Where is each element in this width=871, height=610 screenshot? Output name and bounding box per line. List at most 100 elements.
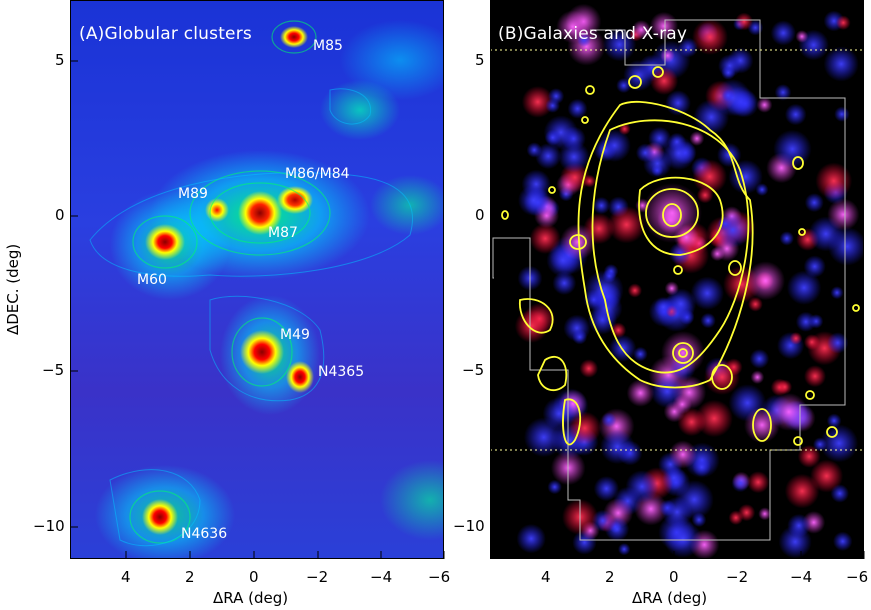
y-tick-b-m10: −10 [453, 517, 485, 535]
source-blob [667, 132, 687, 152]
source-blob [728, 510, 744, 525]
source-blob [602, 27, 637, 62]
source-blob [625, 470, 659, 504]
source-blob [770, 20, 796, 46]
source-blob [660, 48, 675, 63]
source-blob [810, 459, 844, 493]
y-tick-a-m5: −5 [42, 361, 65, 379]
source-blob [784, 103, 807, 126]
panel-a-title: (A)Globular clusters [79, 24, 252, 44]
source-blob [784, 473, 820, 509]
source-blob [556, 10, 590, 44]
source-blob [747, 471, 770, 494]
source-blob [803, 255, 826, 278]
source-blob [787, 513, 811, 538]
source-blob [650, 66, 679, 95]
x-tick-a-m6: −6 [428, 568, 451, 586]
source-blob [746, 261, 785, 301]
y-tick-a-m10: −10 [33, 517, 65, 535]
density-contours [89, 20, 413, 547]
source-blob [631, 20, 651, 40]
bright-galaxy-blob [692, 19, 728, 55]
source-blob [661, 496, 693, 528]
source-blob [756, 97, 773, 113]
bright-galaxy-blob [642, 183, 702, 243]
source-blob [749, 349, 770, 369]
source-blob [584, 270, 624, 310]
bright-galaxy-blob [704, 359, 740, 395]
source-blob [774, 84, 792, 101]
source-blob [728, 159, 763, 194]
y-tick-b-m5: −5 [462, 361, 485, 379]
source-blob [593, 139, 617, 162]
source-blob [544, 129, 561, 146]
source-blob [748, 296, 763, 312]
x-tick-a-0: 0 [249, 568, 259, 586]
source-blob [521, 86, 554, 118]
source-blob [834, 106, 850, 122]
label-m85: M85 [313, 38, 343, 54]
x-tick-b-m4: −4 [790, 568, 813, 586]
bright-galaxy-blob [744, 407, 780, 443]
source-blob [797, 445, 821, 468]
source-blob [668, 440, 697, 469]
x-axis-title-b: ΔRA (deg) [632, 589, 708, 607]
y-tick-b-5: 5 [475, 51, 485, 69]
source-blob [643, 149, 672, 178]
source-blob [826, 413, 842, 429]
source-blob [735, 12, 753, 31]
source-blob [804, 193, 824, 213]
label-m89: M89 [178, 186, 208, 202]
x-axis-title-a: ΔRA (deg) [213, 589, 289, 607]
xray-contours [501, 66, 860, 446]
panel-b-title: (B)Galaxies and X-ray [498, 24, 688, 44]
source-blob [827, 332, 849, 354]
source-blob [552, 271, 577, 295]
galaxies-xray-map: (B)Galaxies and X-ray [490, 0, 864, 559]
source-blob [535, 143, 562, 170]
x-tick-b-2: 2 [605, 568, 615, 586]
source-blob [514, 309, 549, 343]
source-blob [601, 412, 617, 428]
source-blob [618, 543, 631, 556]
source-blob [664, 520, 702, 558]
source-blob [607, 206, 646, 244]
source-blob [542, 397, 576, 430]
source-blob [715, 212, 751, 248]
label-m87: M87 [268, 225, 298, 241]
source-blob [786, 270, 822, 305]
x-tick-b-m6: −6 [846, 568, 869, 586]
source-blob [750, 370, 765, 385]
x-tick-a-2: 2 [185, 568, 195, 586]
source-blob [572, 329, 588, 345]
galaxy-xray-overlay [490, 3, 864, 559]
source-blob [633, 346, 648, 362]
source-blob [779, 231, 794, 246]
source-blob [693, 99, 730, 135]
source-blob [593, 476, 619, 502]
source-blob [820, 424, 859, 463]
source-blob [828, 227, 864, 266]
source-blob [795, 30, 809, 43]
source-blob [626, 379, 655, 407]
y-axis-title: ΔDEC. (deg) [4, 243, 22, 335]
source-blob [649, 11, 679, 41]
source-blob [567, 98, 588, 119]
source-blob [579, 359, 599, 378]
source-blob [758, 507, 772, 521]
source-blob [600, 429, 635, 465]
bright-galaxy-blob [560, 224, 596, 260]
source-blob [592, 196, 611, 215]
label-m49: M49 [280, 327, 310, 343]
bright-galaxy-blob [661, 331, 705, 375]
source-blob [823, 46, 859, 82]
source-blob [830, 484, 849, 503]
source-blob [604, 516, 630, 542]
x-tick-a-m4: −4 [370, 568, 393, 586]
source-blob [813, 437, 827, 452]
source-blob [545, 98, 560, 113]
source-blob [672, 394, 692, 415]
source-blob [827, 198, 860, 231]
source-blob [692, 457, 712, 477]
source-blob [815, 162, 853, 200]
